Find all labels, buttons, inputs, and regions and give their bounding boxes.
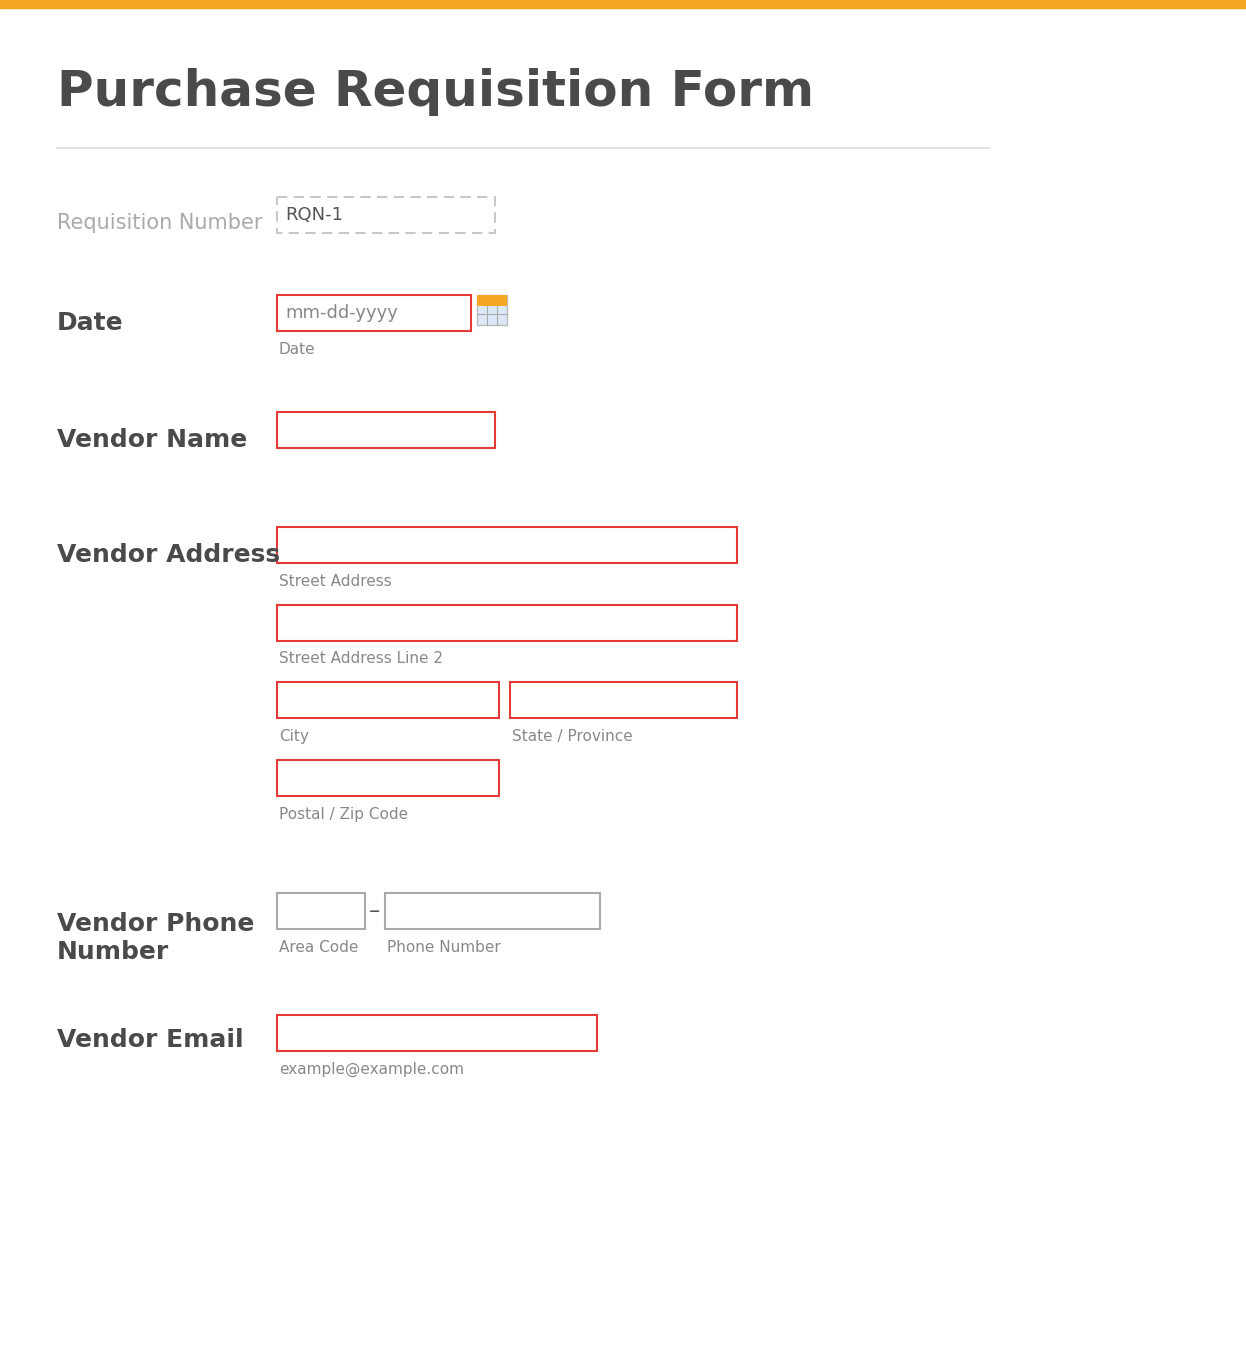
Text: State / Province: State / Province <box>512 730 633 744</box>
Text: RQN-1: RQN-1 <box>285 206 343 224</box>
Text: Postal / Zip Code: Postal / Zip Code <box>279 807 409 822</box>
Text: mm-dd-yyyy: mm-dd-yyyy <box>285 304 397 321</box>
Text: Vendor Address: Vendor Address <box>57 542 280 567</box>
Bar <box>277 759 498 796</box>
Bar <box>277 527 736 563</box>
Text: Vendor Name: Vendor Name <box>57 428 247 452</box>
Bar <box>385 894 601 929</box>
Text: Purchase Requisition Form: Purchase Requisition Form <box>57 68 814 117</box>
Bar <box>477 296 507 306</box>
Bar <box>277 412 495 447</box>
Text: Area Code: Area Code <box>279 940 359 955</box>
Text: Vendor Phone
Number: Vendor Phone Number <box>57 913 254 964</box>
Text: Date: Date <box>279 342 315 357</box>
Bar <box>0 0 1246 8</box>
Text: Date: Date <box>57 311 123 335</box>
Bar <box>277 1016 597 1051</box>
Bar <box>277 894 365 929</box>
Bar <box>510 682 736 717</box>
Text: Street Address Line 2: Street Address Line 2 <box>279 651 444 666</box>
Bar <box>277 605 736 641</box>
Text: Street Address: Street Address <box>279 574 391 589</box>
Bar <box>277 197 495 233</box>
Text: Requisition Number: Requisition Number <box>57 213 263 233</box>
Bar <box>477 296 507 325</box>
Bar <box>277 682 498 717</box>
Bar <box>277 296 471 331</box>
Text: City: City <box>279 730 309 744</box>
Text: Phone Number: Phone Number <box>388 940 501 955</box>
Text: –: – <box>369 900 380 921</box>
Text: Vendor Email: Vendor Email <box>57 1028 244 1052</box>
Text: example@example.com: example@example.com <box>279 1062 464 1077</box>
